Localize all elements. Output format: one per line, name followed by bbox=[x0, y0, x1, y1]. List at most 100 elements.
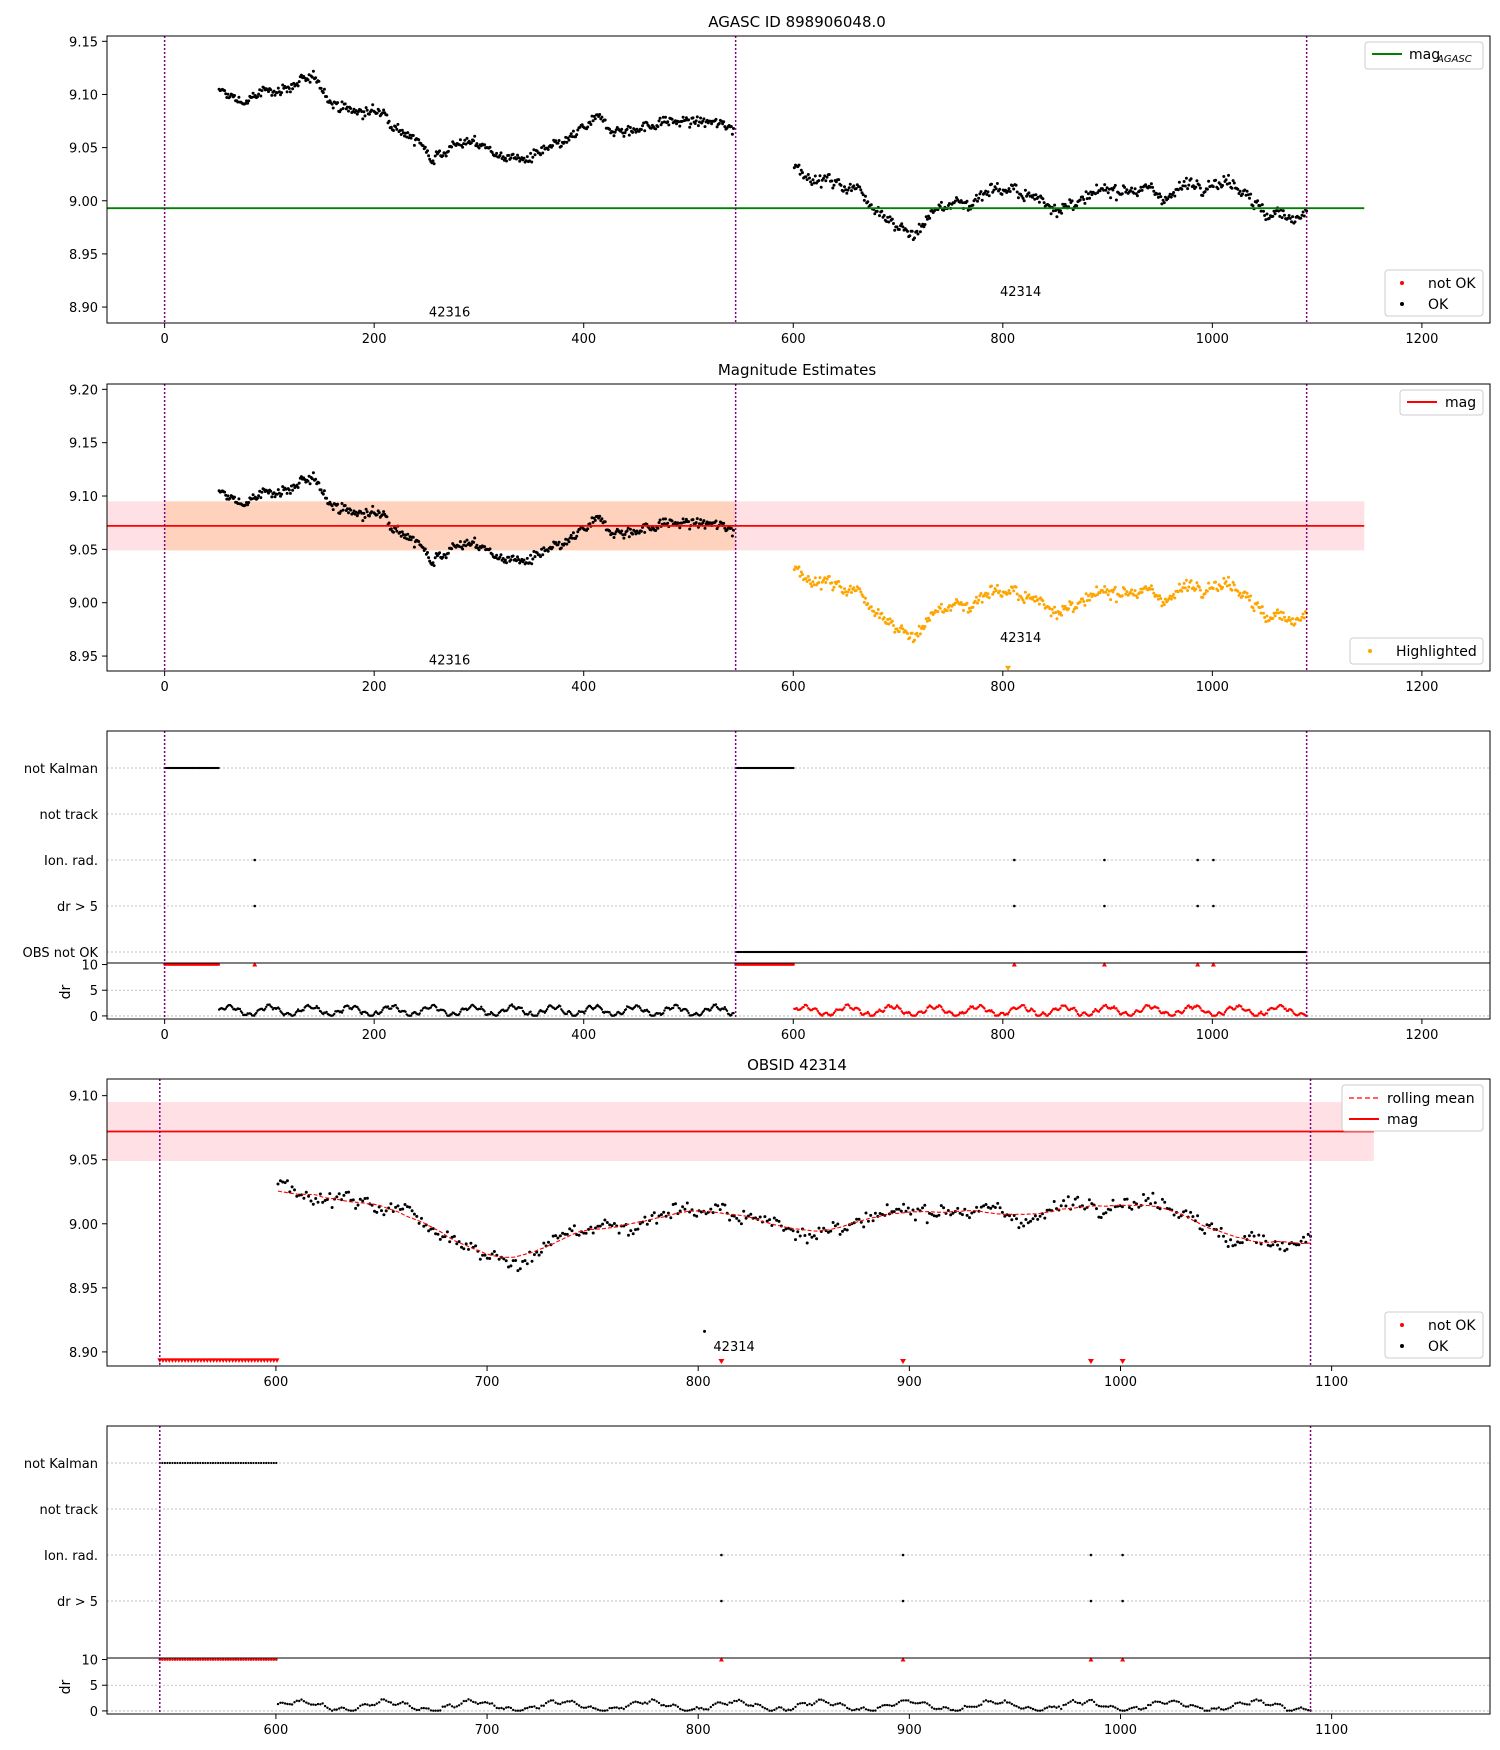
data-point bbox=[361, 117, 365, 121]
data-point bbox=[1132, 1200, 1136, 1204]
dr-point bbox=[497, 1707, 501, 1710]
data-point bbox=[412, 545, 416, 549]
dr-point bbox=[1166, 1011, 1170, 1014]
dr-flag-point bbox=[183, 1658, 187, 1661]
dr-point bbox=[288, 1703, 291, 1706]
data-point bbox=[382, 108, 386, 112]
flag-label: OBS not OK bbox=[23, 946, 99, 961]
data-point bbox=[575, 1233, 579, 1237]
data-point bbox=[311, 1202, 315, 1206]
dr-point bbox=[330, 1709, 334, 1712]
data-point bbox=[321, 492, 325, 496]
dr-point bbox=[333, 1012, 336, 1016]
data-point bbox=[658, 518, 662, 522]
dr-point bbox=[1007, 1011, 1011, 1014]
data-point bbox=[278, 1179, 282, 1183]
data-point bbox=[657, 119, 661, 123]
dr-flag-point bbox=[239, 1658, 243, 1661]
data-point bbox=[1167, 597, 1171, 601]
data-point bbox=[942, 208, 946, 212]
data-point bbox=[881, 1213, 884, 1216]
data-point bbox=[460, 1245, 463, 1249]
dr-point bbox=[1024, 1706, 1028, 1709]
data-point bbox=[283, 1181, 287, 1185]
data-point bbox=[1241, 594, 1244, 598]
dr-point bbox=[810, 1703, 814, 1707]
dr-point bbox=[575, 1702, 578, 1706]
dr-point bbox=[987, 1700, 990, 1703]
data-point bbox=[469, 1241, 473, 1245]
data-point bbox=[243, 503, 247, 507]
data-point bbox=[908, 636, 912, 640]
dr-point bbox=[1248, 1008, 1251, 1012]
data-point bbox=[910, 631, 914, 635]
data-point bbox=[477, 548, 481, 552]
dr-point bbox=[1278, 1703, 1282, 1706]
dr-point bbox=[663, 1009, 666, 1012]
dr-point bbox=[1123, 1709, 1126, 1712]
flag-point bbox=[901, 1553, 905, 1557]
dr-point bbox=[286, 1702, 289, 1706]
dr-point bbox=[559, 1702, 562, 1706]
dr-point bbox=[495, 1706, 498, 1710]
data-point bbox=[257, 494, 261, 498]
dr-point bbox=[542, 1704, 545, 1707]
data-point bbox=[921, 1206, 924, 1210]
data-point bbox=[450, 547, 454, 551]
data-point bbox=[1279, 208, 1283, 212]
dr-point bbox=[446, 1704, 449, 1707]
data-point bbox=[1093, 192, 1097, 196]
not-ok-marker bbox=[207, 1358, 213, 1363]
dr-point bbox=[1291, 1010, 1294, 1013]
data-point bbox=[1224, 178, 1228, 182]
dr-flag-point bbox=[201, 1658, 205, 1661]
dr-point bbox=[636, 1701, 640, 1704]
dr-point bbox=[806, 1703, 809, 1707]
dr-point bbox=[459, 1010, 462, 1013]
data-point bbox=[1037, 200, 1041, 204]
data-point bbox=[1032, 193, 1036, 197]
dr-point bbox=[1290, 1709, 1293, 1712]
data-point bbox=[805, 1241, 809, 1245]
data-point bbox=[966, 610, 970, 614]
data-point bbox=[352, 107, 356, 111]
data-point bbox=[620, 529, 624, 533]
data-point bbox=[408, 133, 412, 137]
data-point bbox=[467, 139, 471, 143]
data-point bbox=[677, 521, 681, 525]
dr-point bbox=[709, 1009, 712, 1012]
data-point bbox=[1078, 198, 1082, 202]
dr-point bbox=[281, 1701, 284, 1705]
flag-point bbox=[265, 1461, 268, 1465]
data-point bbox=[1183, 184, 1187, 188]
dr-point bbox=[427, 1707, 430, 1710]
data-point bbox=[498, 555, 502, 559]
flag-point bbox=[1103, 858, 1106, 862]
data-point bbox=[586, 125, 590, 129]
flag-point bbox=[227, 1461, 230, 1465]
dr-point bbox=[594, 1707, 597, 1710]
dr-point bbox=[1205, 1709, 1209, 1712]
data-point bbox=[1245, 189, 1249, 193]
dr-point bbox=[971, 1005, 975, 1008]
data-point bbox=[649, 528, 653, 532]
data-point bbox=[554, 139, 558, 143]
data-point bbox=[592, 114, 596, 118]
panel-5-lines bbox=[159, 1426, 1312, 1714]
data-point bbox=[1198, 186, 1202, 190]
data-point bbox=[798, 172, 802, 176]
dr-point bbox=[401, 1700, 404, 1704]
data-point bbox=[831, 1221, 835, 1224]
data-point bbox=[336, 101, 340, 105]
data-point bbox=[628, 527, 632, 531]
data-point bbox=[721, 1202, 724, 1206]
data-point bbox=[1161, 600, 1165, 604]
data-point bbox=[362, 110, 366, 114]
x-tick-label: 1100 bbox=[1315, 1375, 1348, 1390]
data-point bbox=[986, 592, 990, 596]
data-point bbox=[405, 1205, 409, 1209]
data-point bbox=[945, 609, 949, 613]
dr-point bbox=[410, 1706, 414, 1710]
data-point bbox=[1304, 1240, 1308, 1244]
data-point bbox=[237, 497, 241, 501]
